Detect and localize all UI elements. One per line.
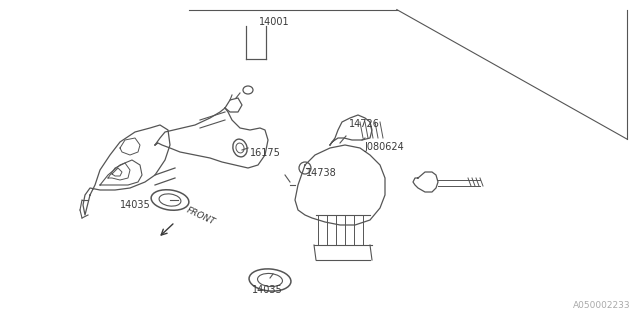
Text: 16175: 16175 (250, 148, 280, 158)
Text: 14035: 14035 (120, 200, 150, 211)
Text: 14738: 14738 (306, 168, 337, 179)
Text: FRONT: FRONT (185, 205, 217, 227)
Text: J080624: J080624 (365, 142, 404, 152)
Text: 14035: 14035 (252, 284, 283, 295)
Text: 14726: 14726 (349, 119, 380, 129)
Text: 14001: 14001 (259, 17, 289, 27)
Text: A050002233: A050002233 (573, 301, 630, 310)
